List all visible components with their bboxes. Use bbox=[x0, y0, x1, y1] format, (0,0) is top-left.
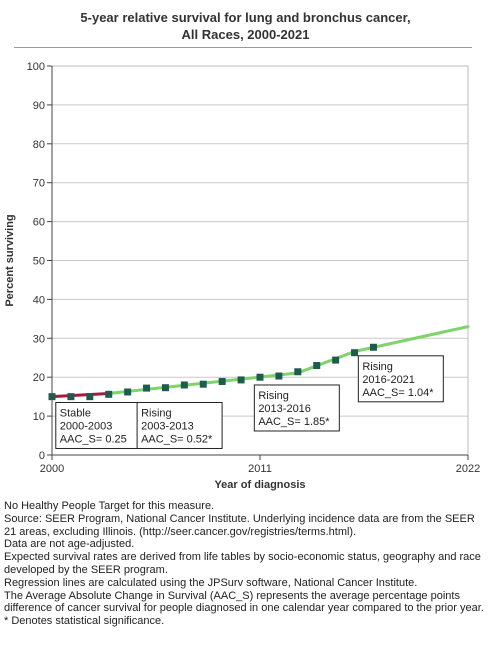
y-tick-label: 60 bbox=[33, 217, 45, 229]
annotation-text: Rising bbox=[258, 390, 289, 402]
footnote-aac-definition: The Average Absolute Change in Survival … bbox=[4, 589, 484, 615]
trend-segment bbox=[296, 350, 357, 375]
x-tick-label: 2000 bbox=[40, 463, 64, 475]
y-axis-label: Percent surviving bbox=[4, 214, 16, 306]
annotation-box bbox=[253, 384, 340, 432]
footnote-significance: * Denotes statistical significance. bbox=[4, 615, 165, 628]
annotation-box bbox=[55, 401, 142, 449]
observed-point bbox=[105, 390, 113, 398]
footnote-source: Source: SEER Program, National Cancer In… bbox=[4, 512, 475, 538]
observed-point bbox=[332, 356, 340, 364]
y-tick-label: 30 bbox=[33, 333, 45, 345]
annotation-text: Rising bbox=[141, 407, 172, 419]
observed-point bbox=[124, 388, 132, 396]
observed-point bbox=[199, 380, 207, 388]
annotation-box bbox=[136, 401, 223, 449]
title-divider bbox=[14, 47, 472, 48]
chart-title-line-2: All Races, 2000-2021 bbox=[181, 27, 310, 42]
y-tick-label: 90 bbox=[33, 100, 45, 112]
y-tick-label: 100 bbox=[27, 61, 45, 73]
annotation-text: AAC_S= 1.04* bbox=[362, 387, 434, 399]
observed-point bbox=[143, 384, 151, 392]
observed-point bbox=[237, 376, 245, 384]
x-tick-label: 2022 bbox=[456, 463, 480, 475]
observed-point bbox=[294, 368, 302, 376]
observed-point bbox=[161, 384, 169, 392]
y-tick-label: 0 bbox=[39, 450, 45, 462]
footnote-regression: Regression lines are calculated using th… bbox=[4, 576, 418, 589]
annotation-text: AAC_S= 1.85* bbox=[258, 416, 330, 428]
x-axis-label: Year of diagnosis bbox=[214, 479, 305, 491]
annotation-text: 2003-2013 bbox=[141, 420, 194, 432]
observed-point bbox=[369, 343, 377, 351]
annotation-text: 2000-2003 bbox=[60, 420, 113, 432]
survival-line-chart: 0 10 20 30 40 50 60 70 80 90 100 2000 2011 2022 Year o… bbox=[4, 61, 480, 491]
annotation-text: 2016-2021 bbox=[362, 374, 415, 386]
observed-point bbox=[86, 393, 94, 401]
footnotes: No Healthy People Target for this measur… bbox=[4, 500, 488, 628]
y-tick-label: 80 bbox=[33, 139, 45, 151]
observed-point bbox=[256, 373, 264, 381]
trend-segment bbox=[50, 392, 111, 399]
footnote-target: No Healthy People Target for this measur… bbox=[4, 500, 215, 512]
annotation-text: 2013-2016 bbox=[258, 403, 311, 415]
footnote-expected-survival: Expected survival rates are derived from… bbox=[4, 551, 481, 576]
observed-point bbox=[67, 393, 75, 401]
y-tick-label: 20 bbox=[33, 372, 45, 384]
annotation-text: Stable bbox=[60, 407, 91, 419]
observed-point bbox=[313, 362, 321, 370]
footnote-age-adjustment: Data are not age-adjusted. bbox=[4, 538, 135, 551]
annotation-text: AAC_S= 0.25 bbox=[60, 433, 127, 445]
observed-point bbox=[275, 372, 283, 380]
observed-point bbox=[218, 377, 226, 385]
y-tick-label: 50 bbox=[33, 256, 45, 268]
chart-title: 5-year relative survival for lung and br… bbox=[0, 9, 491, 43]
annotation-text: AAC_S= 0.52* bbox=[141, 433, 213, 445]
observed-point bbox=[351, 349, 359, 357]
annotation-text: Rising bbox=[362, 361, 393, 373]
observed-point bbox=[48, 393, 56, 401]
y-tick-label: 70 bbox=[33, 178, 45, 190]
annotation-box bbox=[357, 355, 444, 403]
x-tick-label: 2011 bbox=[248, 463, 272, 475]
observed-point bbox=[180, 381, 188, 389]
y-tick-label: 10 bbox=[33, 411, 45, 423]
chart-title-line-1: 5-year relative survival for lung and br… bbox=[80, 10, 411, 25]
y-tick-label: 40 bbox=[33, 294, 45, 306]
